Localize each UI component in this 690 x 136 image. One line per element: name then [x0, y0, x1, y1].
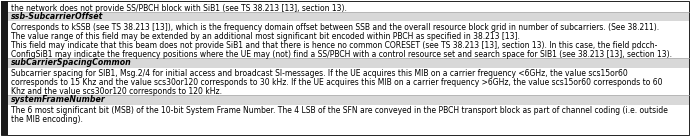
Text: systemFrameNumber: systemFrameNumber: [11, 95, 106, 104]
Bar: [8, 95, 689, 105]
Text: Subcarrier spacing for SIB1, Msg.2/4 for initial access and broadcast SI-message: Subcarrier spacing for SIB1, Msg.2/4 for…: [11, 69, 628, 78]
Text: ConfigSiB1 may indicate the frequency positions where the UE may (not) find a SS: ConfigSiB1 may indicate the frequency po…: [11, 50, 672, 59]
Text: the network does not provide SS/PBCH block with SiB1 (see TS 38.213 [13], sectio: the network does not provide SS/PBCH blo…: [11, 4, 347, 13]
Bar: [8, 12, 689, 21]
Text: This field may indicate that this beam does not provide SiB1 and that there is h: This field may indicate that this beam d…: [11, 41, 658, 50]
Text: Khz and the value scs30or120 corresponds to 120 kHz.: Khz and the value scs30or120 corresponds…: [11, 87, 222, 96]
Bar: [1, 1, 8, 135]
Text: Corresponds to kSSB (see TS 38.213 [13]), which is the frequency domain offset b: Corresponds to kSSB (see TS 38.213 [13])…: [11, 23, 659, 32]
Text: ssb-SubcarrierOffset: ssb-SubcarrierOffset: [11, 12, 104, 21]
Text: subCarrierSpacingCommon: subCarrierSpacingCommon: [11, 58, 132, 67]
Text: the MIB encoding).: the MIB encoding).: [11, 115, 83, 124]
Text: The 6 most significant bit (MSB) of the 10-bit System Frame Number. The 4 LSB of: The 6 most significant bit (MSB) of the …: [11, 106, 668, 115]
Text: The value range of this field may be extended by an additional most significant : The value range of this field may be ext…: [11, 32, 520, 41]
Text: corresponds to 15 Khz and the value scs30or120 corresponds to 30 kHz. If the UE : corresponds to 15 Khz and the value scs3…: [11, 78, 662, 87]
Bar: [8, 58, 689, 67]
